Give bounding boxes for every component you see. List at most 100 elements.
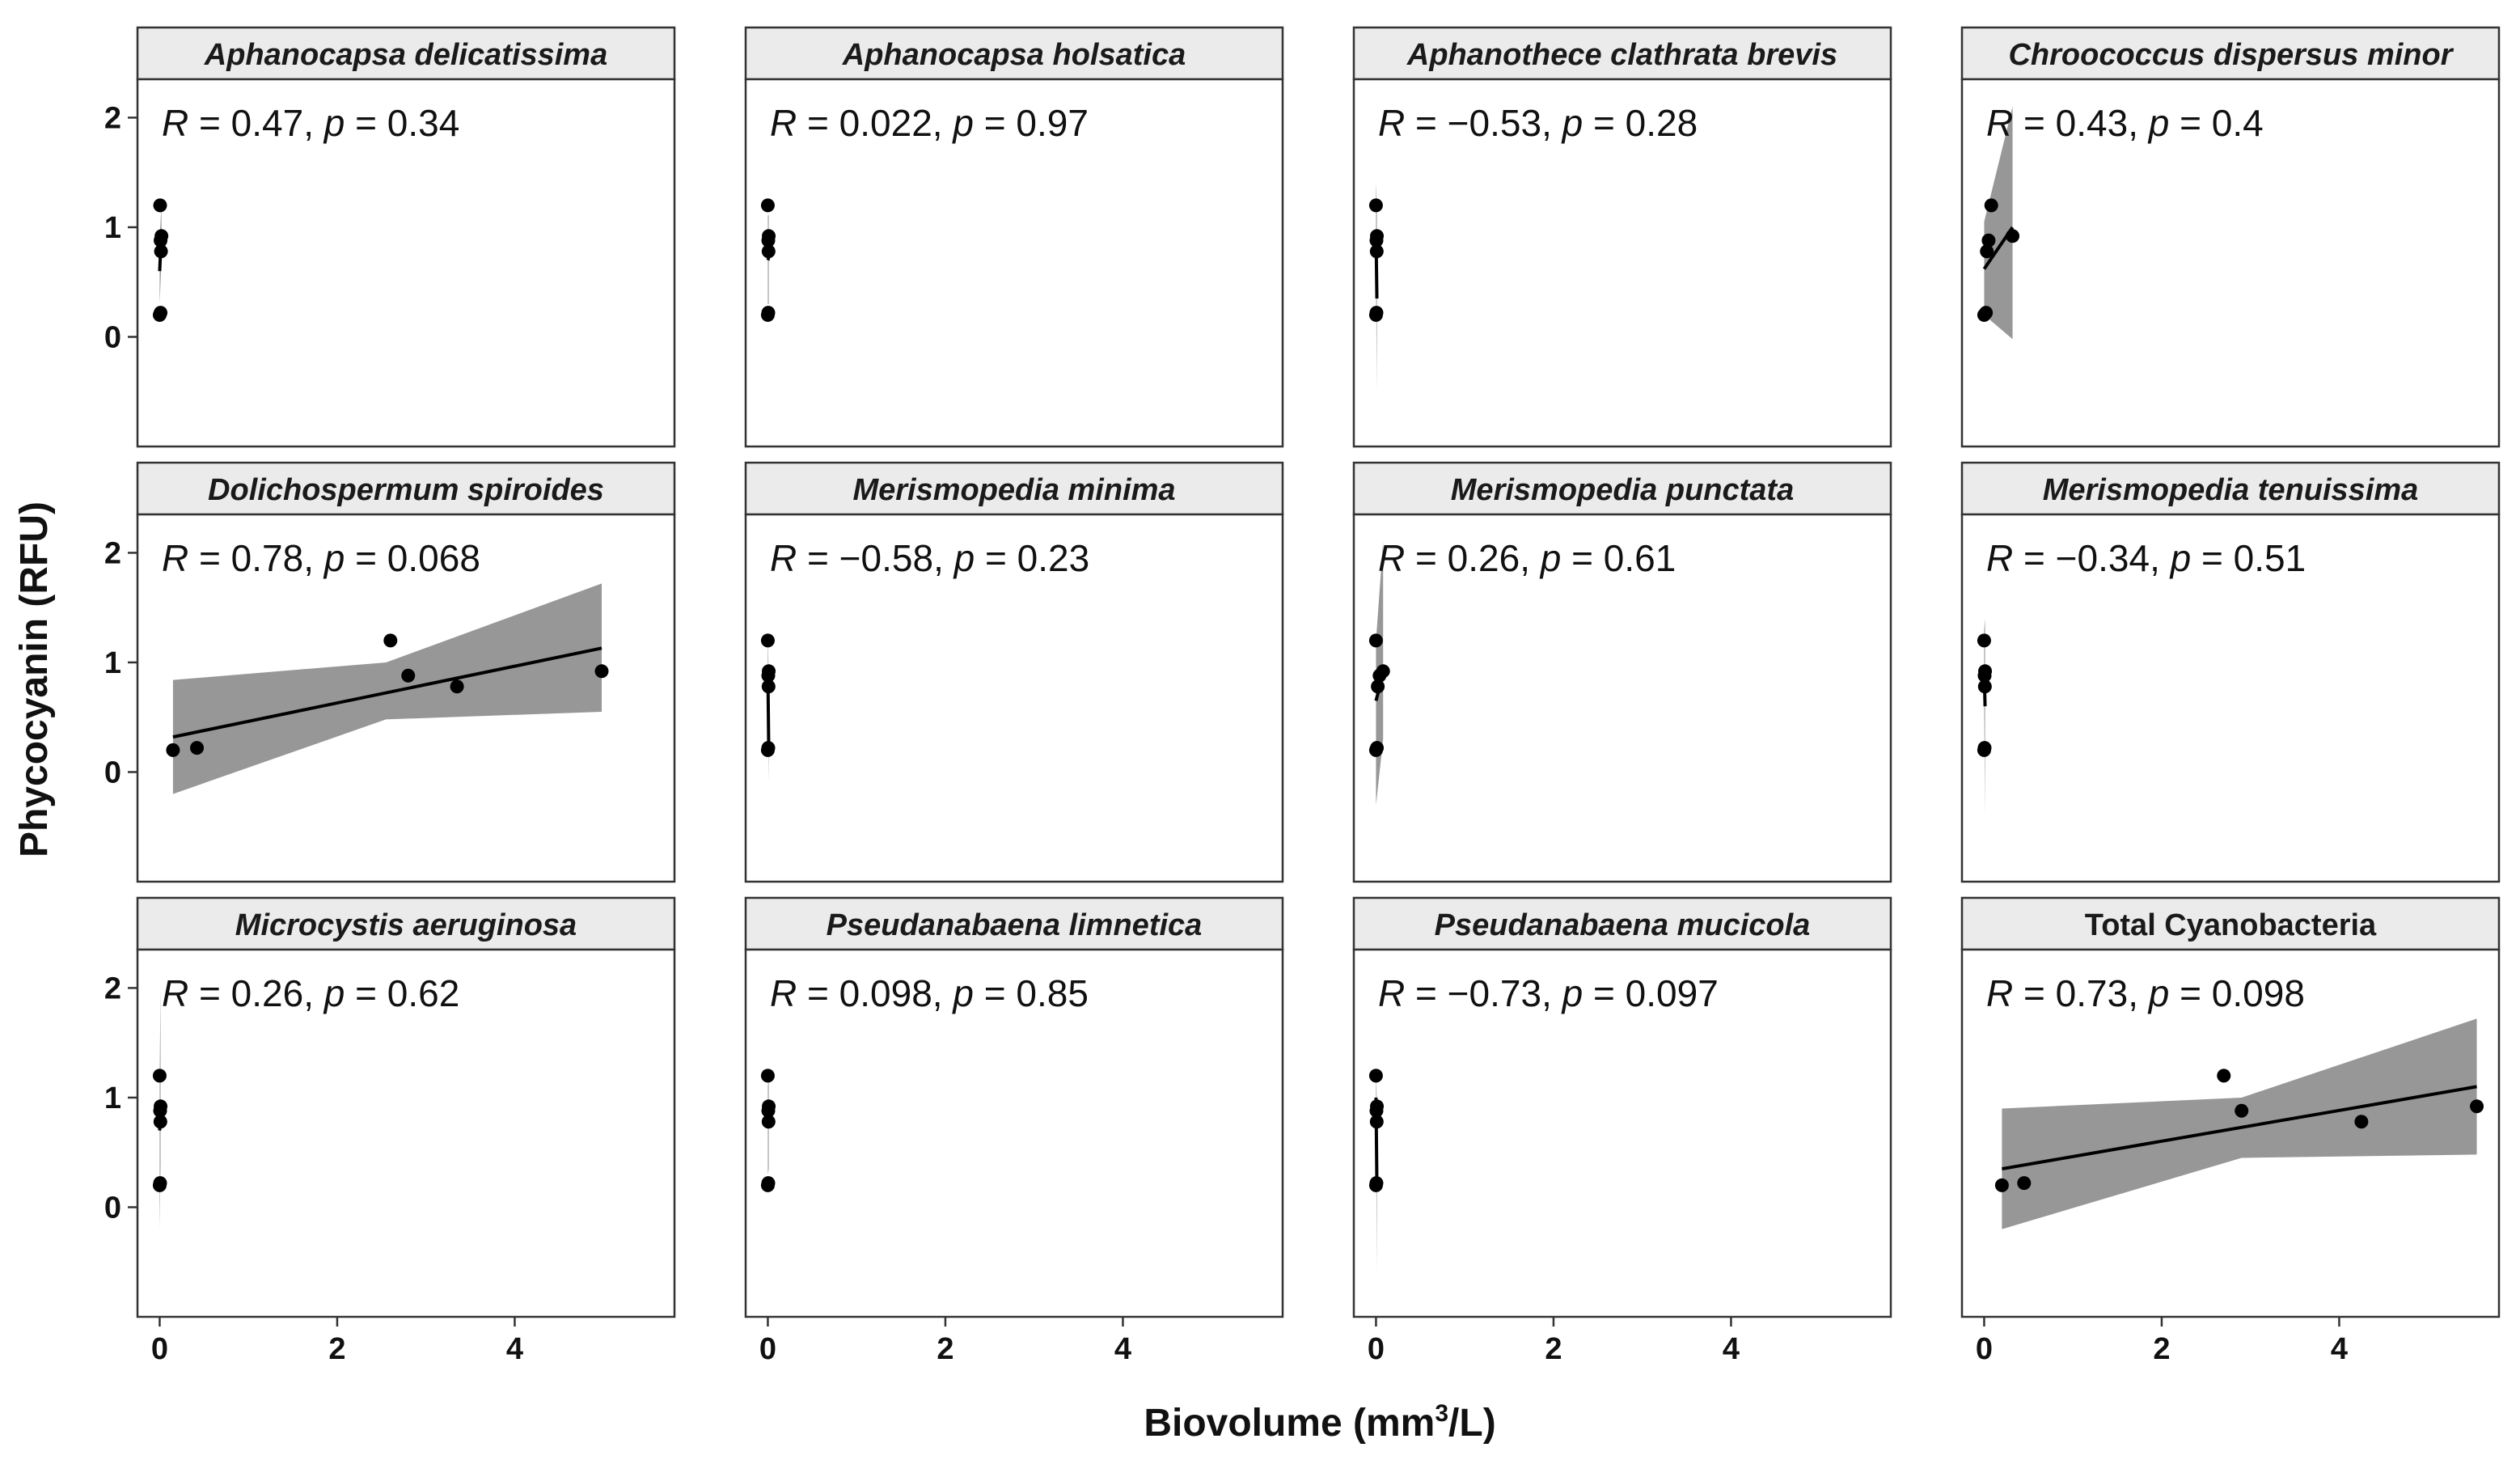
correlation-annotation: R = 0.022, p = 0.97 xyxy=(770,102,1089,144)
data-point xyxy=(1372,668,1387,683)
panel-frame xyxy=(136,78,676,448)
data-point xyxy=(190,741,205,755)
facet-panel-10: Pseudanabaena limnetica R = 0.098, p = 0.… xyxy=(744,896,1284,1366)
annotation-r-symbol: R xyxy=(162,972,188,1014)
correlation-annotation: R = 0.26, p = 0.61 xyxy=(1378,537,1676,579)
data-point xyxy=(1994,1178,2009,1192)
correlation-annotation: R = 0.78, p = 0.068 xyxy=(162,537,480,579)
panels-layer: Aphanocapsa delicatissima R = 0.47, p = 0… xyxy=(104,26,2501,1366)
facet-strip xyxy=(1352,26,1892,81)
annotation-r-symbol: R xyxy=(1986,102,2013,144)
data-point xyxy=(1369,1115,1384,1129)
y-tick-label: 1 xyxy=(104,1081,121,1115)
facet-strip-title: Aphanocapsa delicatissima xyxy=(204,38,607,72)
annotation-p-symbol: p xyxy=(951,102,974,144)
annotation-separator: , xyxy=(932,102,953,144)
annotation-equals: = xyxy=(1561,537,1603,579)
regression-line xyxy=(766,257,771,261)
annotation-equals: = xyxy=(345,537,387,579)
annotation-r-value: −0.53 xyxy=(1448,102,1541,144)
facet-strip xyxy=(136,896,676,951)
correlation-annotation: R = 0.73, p = 0.098 xyxy=(1986,972,2305,1014)
x-axis-title: Biovolume (mm3/L) xyxy=(1144,1400,1495,1445)
x-axis-title-superscript: 3 xyxy=(1435,1400,1448,1427)
annotation-r-symbol: R xyxy=(770,972,797,1014)
facet-strip-title: Chroococcus dispersus minor xyxy=(2008,38,2454,72)
annotation-p-symbol: p xyxy=(1561,972,1583,1014)
data-point xyxy=(153,198,167,213)
y-tick-label: 0 xyxy=(104,755,121,789)
annotation-r-symbol: R xyxy=(770,102,797,144)
annotation-separator: , xyxy=(1520,537,1541,579)
annotation-r-value: 0.78 xyxy=(231,537,304,579)
data-point xyxy=(760,198,775,213)
data-point xyxy=(761,1103,776,1118)
data-point xyxy=(761,1176,776,1191)
x-tick-label: 0 xyxy=(151,1332,168,1366)
facet-strip-title: Microcystis aeruginosa xyxy=(235,908,577,942)
panel-frame xyxy=(1960,513,2501,883)
panel-frame xyxy=(744,948,1284,1318)
annotation-separator: , xyxy=(2128,972,2149,1014)
facet-strip xyxy=(1352,896,1892,951)
data-point xyxy=(761,668,776,683)
facet-strip-title: Pseudanabaena mucicola xyxy=(1435,908,1811,942)
facet-strip-title: Merismopedia tenuissima xyxy=(2043,473,2419,507)
y-tick-label: 0 xyxy=(104,320,121,354)
data-point xyxy=(2354,1115,2369,1129)
data-point xyxy=(1369,244,1384,259)
x-tick-label: 0 xyxy=(1368,1332,1385,1366)
annotation-equals: = xyxy=(975,537,1017,579)
x-tick-label: 2 xyxy=(2153,1332,2170,1366)
annotation-p-symbol: p xyxy=(2147,102,2170,144)
data-point xyxy=(2235,1103,2249,1118)
facet-strip xyxy=(744,896,1284,951)
x-tick-label: 4 xyxy=(1114,1332,1131,1366)
data-point xyxy=(450,679,464,694)
data-point xyxy=(1369,1176,1384,1191)
facet-strip xyxy=(136,26,676,81)
x-tick-label: 2 xyxy=(1545,1332,1562,1366)
annotation-equals: = xyxy=(2169,972,2211,1014)
annotation-p-value: 0.097 xyxy=(1626,972,1719,1014)
annotation-r-value: 0.47 xyxy=(231,102,304,144)
data-point xyxy=(761,1115,776,1129)
facet-panel-1: Aphanocapsa delicatissima R = 0.47, p = 0… xyxy=(104,26,676,448)
data-point xyxy=(2217,1069,2231,1083)
annotation-r-value: 0.022 xyxy=(839,102,932,144)
annotation-equals: = xyxy=(1405,537,1447,579)
annotation-p-value: 0.61 xyxy=(1604,537,1676,579)
data-point xyxy=(760,1069,775,1083)
data-point xyxy=(1977,741,1992,755)
data-point xyxy=(761,233,776,248)
facet-panel-4: Chroococcus dispersus minor R = 0.43, p =… xyxy=(1960,26,2501,448)
annotation-p-symbol: p xyxy=(323,537,345,579)
x-tick-label: 2 xyxy=(937,1332,953,1366)
annotation-equals: = xyxy=(797,102,839,144)
regression-line xyxy=(2002,1085,2477,1171)
correlation-annotation: R = −0.58, p = 0.23 xyxy=(770,537,1089,579)
annotation-r-symbol: R xyxy=(770,537,797,579)
data-point xyxy=(154,244,168,259)
correlation-annotation: R = −0.73, p = 0.097 xyxy=(1378,972,1719,1014)
facet-panel-2: Aphanocapsa holsatica R = 0.022, p = 0.97 xyxy=(744,26,1284,448)
data-point xyxy=(1370,741,1385,755)
correlation-annotation: R = −0.34, p = 0.51 xyxy=(1986,537,2306,579)
panel-frame xyxy=(744,78,1284,448)
annotation-r-symbol: R xyxy=(1986,972,2013,1014)
annotation-separator: , xyxy=(932,972,953,1014)
facet-strip xyxy=(1960,26,2501,81)
y-tick-label: 2 xyxy=(104,971,121,1005)
annotation-r-symbol: R xyxy=(1986,537,2013,579)
annotation-p-value: 0.51 xyxy=(2234,537,2306,579)
panel-frame xyxy=(1352,513,1892,883)
data-point xyxy=(2017,1176,2032,1191)
data-point xyxy=(1981,233,1996,248)
facet-strip-title: Merismopedia minima xyxy=(852,473,1175,507)
annotation-equals: = xyxy=(797,537,839,579)
annotation-separator: , xyxy=(2150,537,2171,579)
data-point xyxy=(1977,679,1992,694)
data-point xyxy=(1368,633,1383,648)
data-point xyxy=(1369,306,1384,320)
